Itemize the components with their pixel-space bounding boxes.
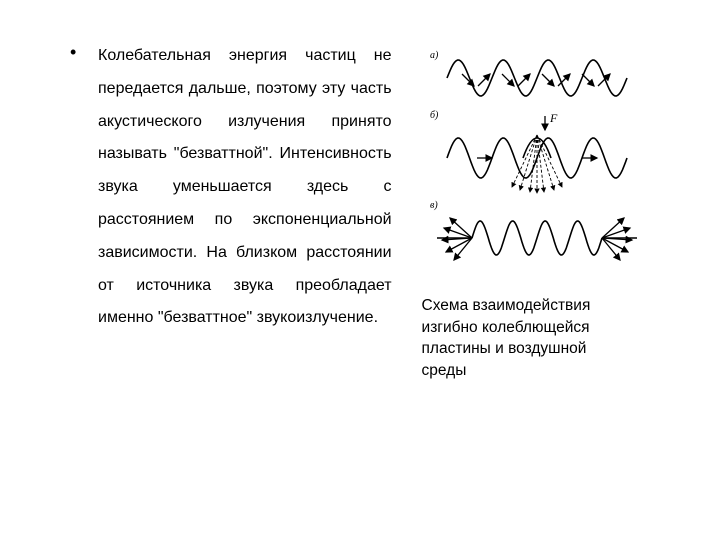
text-column: • Колебательная энергия частиц не переда… <box>70 40 392 500</box>
body-paragraph: Колебательная энергия частиц не передает… <box>98 40 392 335</box>
svg-text:а): а) <box>430 50 439 61</box>
figure-caption: Схема взаимодействия изгибно колеблющейс… <box>422 295 632 382</box>
svg-text:б): б) <box>430 110 439 121</box>
figure-column: а) б) в) F Схема взаимодействия изгибно кол… <box>422 40 670 500</box>
wave-diagram: а) б) в) F <box>422 40 642 270</box>
bullet-marker: • <box>70 42 80 63</box>
svg-text:в): в) <box>430 200 438 211</box>
svg-text:F: F <box>549 111 558 125</box>
